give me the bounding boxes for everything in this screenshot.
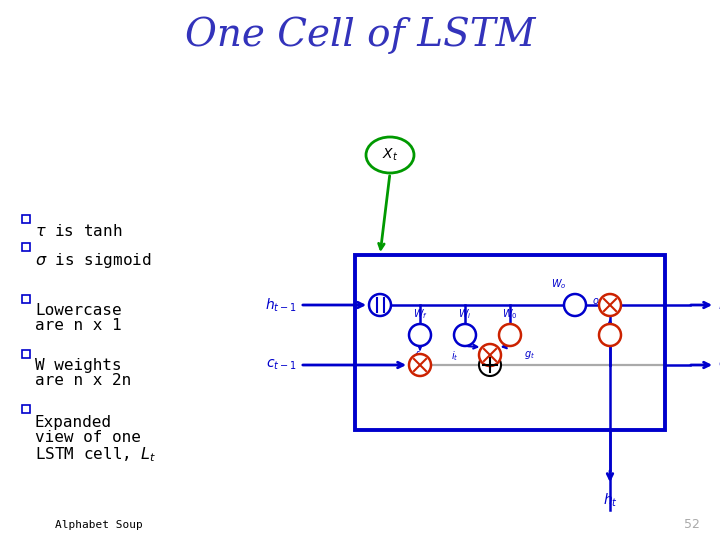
Text: $h_{t-1}$: $h_{t-1}$	[265, 296, 297, 314]
Text: $W_i$: $W_i$	[458, 307, 472, 321]
Text: $\tau$: $\tau$	[606, 330, 614, 340]
Text: $i_t$: $i_t$	[451, 349, 459, 363]
Text: are n x 1: are n x 1	[35, 318, 122, 333]
Text: $h_t$: $h_t$	[603, 492, 618, 509]
Bar	[22, 350, 30, 358]
Text: $c_{t-1}$: $c_{t-1}$	[266, 358, 297, 372]
Text: One Cell of LSTM: One Cell of LSTM	[185, 16, 535, 54]
Text: $\sigma$: $\sigma$	[415, 330, 424, 340]
Text: view of one: view of one	[35, 430, 141, 445]
Ellipse shape	[366, 137, 414, 173]
Text: $\tau$ is tanh: $\tau$ is tanh	[35, 223, 122, 239]
Circle shape	[479, 354, 501, 376]
Text: $o_t$: $o_t$	[592, 296, 603, 308]
Text: $W_f$: $W_f$	[413, 307, 428, 321]
Circle shape	[479, 344, 501, 366]
Text: $W_o$: $W_o$	[552, 277, 567, 291]
Text: $\sigma$: $\sigma$	[571, 300, 579, 310]
Bar	[22, 215, 30, 223]
Text: $h_t$: $h_t$	[718, 296, 720, 314]
Circle shape	[409, 324, 431, 346]
Text: Alphabet Soup: Alphabet Soup	[55, 520, 143, 530]
Text: $\sigma$: $\sigma$	[461, 330, 469, 340]
Text: Lowercase: Lowercase	[35, 303, 122, 318]
Text: LSTM cell, $L_t$: LSTM cell, $L_t$	[35, 445, 156, 464]
Text: $\sigma$ is sigmoid: $\sigma$ is sigmoid	[35, 251, 152, 270]
Text: 52: 52	[684, 518, 700, 531]
Text: $W_0$: $W_0$	[503, 307, 518, 321]
Bar	[355, 255, 665, 430]
Circle shape	[454, 324, 476, 346]
Circle shape	[409, 354, 431, 376]
Text: $X_t$: $X_t$	[382, 147, 398, 163]
Circle shape	[599, 324, 621, 346]
Circle shape	[599, 294, 621, 316]
Text: $c_t$: $c_t$	[718, 358, 720, 372]
Bar	[22, 405, 30, 413]
Text: are n x 2n: are n x 2n	[35, 373, 131, 388]
Circle shape	[369, 294, 391, 316]
Text: $g_t$: $g_t$	[524, 349, 535, 361]
Circle shape	[499, 324, 521, 346]
Bar	[22, 295, 30, 303]
Bar	[22, 243, 30, 251]
Text: $f_t$: $f_t$	[414, 349, 422, 363]
Text: Expanded: Expanded	[35, 415, 112, 430]
Text: $\tau$: $\tau$	[506, 330, 514, 340]
Circle shape	[564, 294, 586, 316]
Text: W weights: W weights	[35, 358, 122, 373]
